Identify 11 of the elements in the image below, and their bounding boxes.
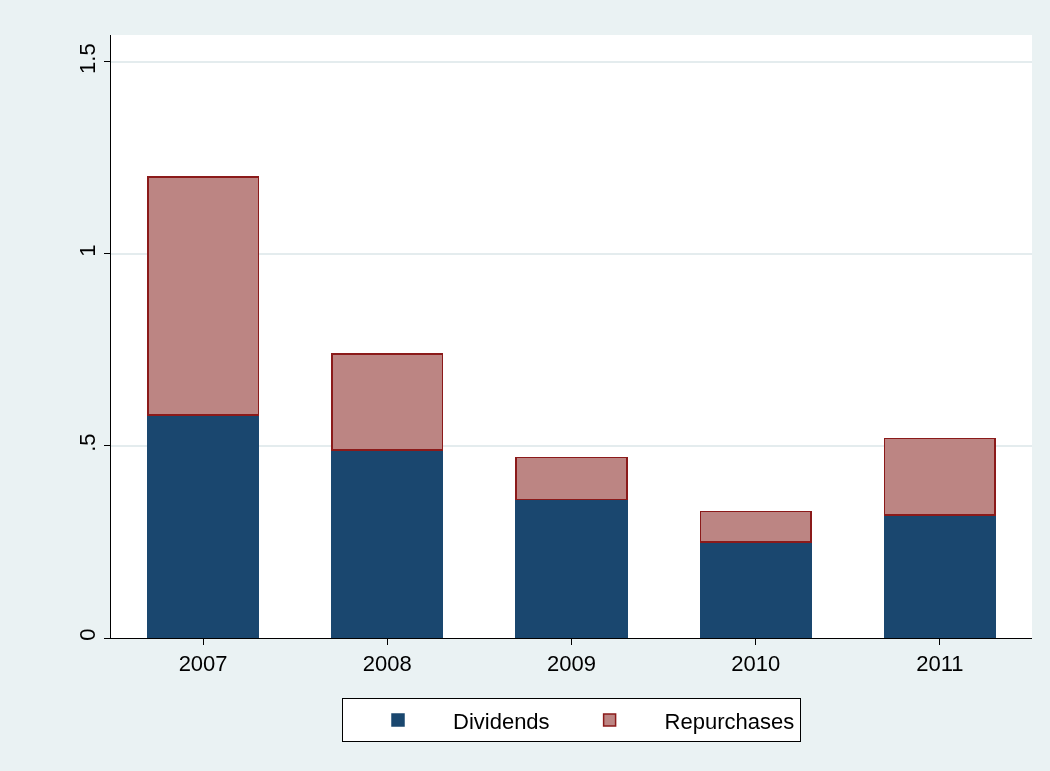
x-tick-label: 2010 bbox=[731, 651, 781, 677]
legend-label: Dividends bbox=[453, 708, 550, 734]
y-tick-label: 0 bbox=[75, 628, 101, 641]
x-tick-label: 2011 bbox=[916, 651, 964, 677]
x-tick-label: 2007 bbox=[178, 651, 228, 677]
y-tick-label: 1.5 bbox=[75, 43, 101, 74]
y-tick-label: .5 bbox=[75, 433, 101, 452]
x-tick-label: 2009 bbox=[547, 651, 596, 677]
x-tick-label: 2008 bbox=[362, 651, 412, 677]
y-tick-label: 1 bbox=[75, 244, 101, 257]
legend-label: Repurchases bbox=[664, 708, 795, 734]
